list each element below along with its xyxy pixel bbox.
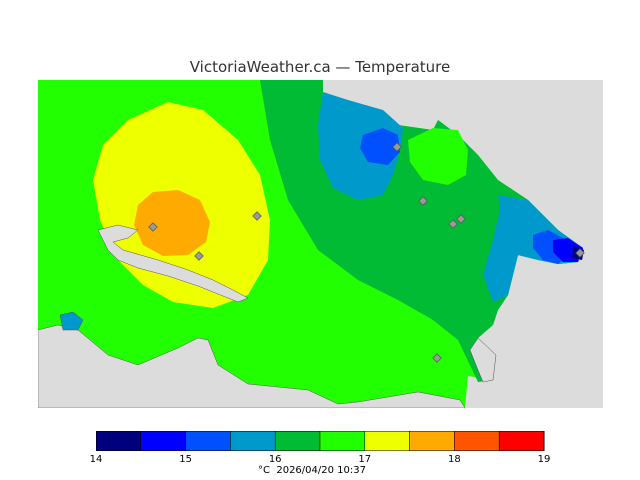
temperature-contour-map	[38, 80, 603, 408]
station-marker[interactable]	[575, 248, 585, 258]
station-marker[interactable]	[432, 353, 442, 363]
legend-tick-label: 18	[448, 454, 461, 465]
station-marker[interactable]	[448, 219, 458, 229]
weather-stations	[148, 142, 585, 363]
station-marker[interactable]	[148, 222, 158, 232]
map-footer: °C 2026/04/20 10:37	[258, 465, 366, 476]
station-marker[interactable]	[418, 196, 428, 206]
legend-tick-label: 15	[179, 454, 192, 465]
legend-cell	[185, 431, 231, 451]
map-title: VictoriaWeather.ca — Temperature	[189, 58, 451, 76]
station-marker[interactable]	[392, 142, 402, 152]
unit-label: °C	[258, 465, 270, 476]
legend-cell	[96, 431, 142, 451]
legend-cell	[140, 431, 186, 451]
legend-cell	[454, 431, 500, 451]
legend-tick-label: 16	[268, 454, 282, 465]
contour-band-17-5-18	[134, 190, 210, 256]
legend-cell	[409, 431, 455, 451]
legend-cell	[319, 431, 366, 451]
water-east	[469, 337, 497, 383]
timestamp: 2026/04/20 10:37	[276, 465, 366, 476]
legend-cell	[274, 431, 321, 451]
legend-cell	[230, 431, 276, 451]
station-marker[interactable]	[194, 251, 204, 261]
legend-cell	[364, 431, 410, 451]
contour-band-15-5-16-se	[483, 195, 583, 302]
station-marker[interactable]	[252, 211, 262, 221]
legend-tick-label: 14	[89, 454, 103, 465]
legend-tick-label: 17	[358, 454, 372, 465]
legend-frame	[96, 431, 545, 451]
contour-band-15-15-5-north	[360, 128, 400, 165]
legend-cell	[498, 431, 545, 451]
station-marker[interactable]	[456, 214, 466, 224]
water-inlet	[97, 224, 249, 303]
contour-band-16-5-17-ne	[408, 128, 468, 185]
legend-tick-label: 19	[537, 454, 551, 465]
color-legend	[96, 431, 545, 451]
water-south	[38, 324, 466, 408]
island-west	[59, 311, 84, 331]
